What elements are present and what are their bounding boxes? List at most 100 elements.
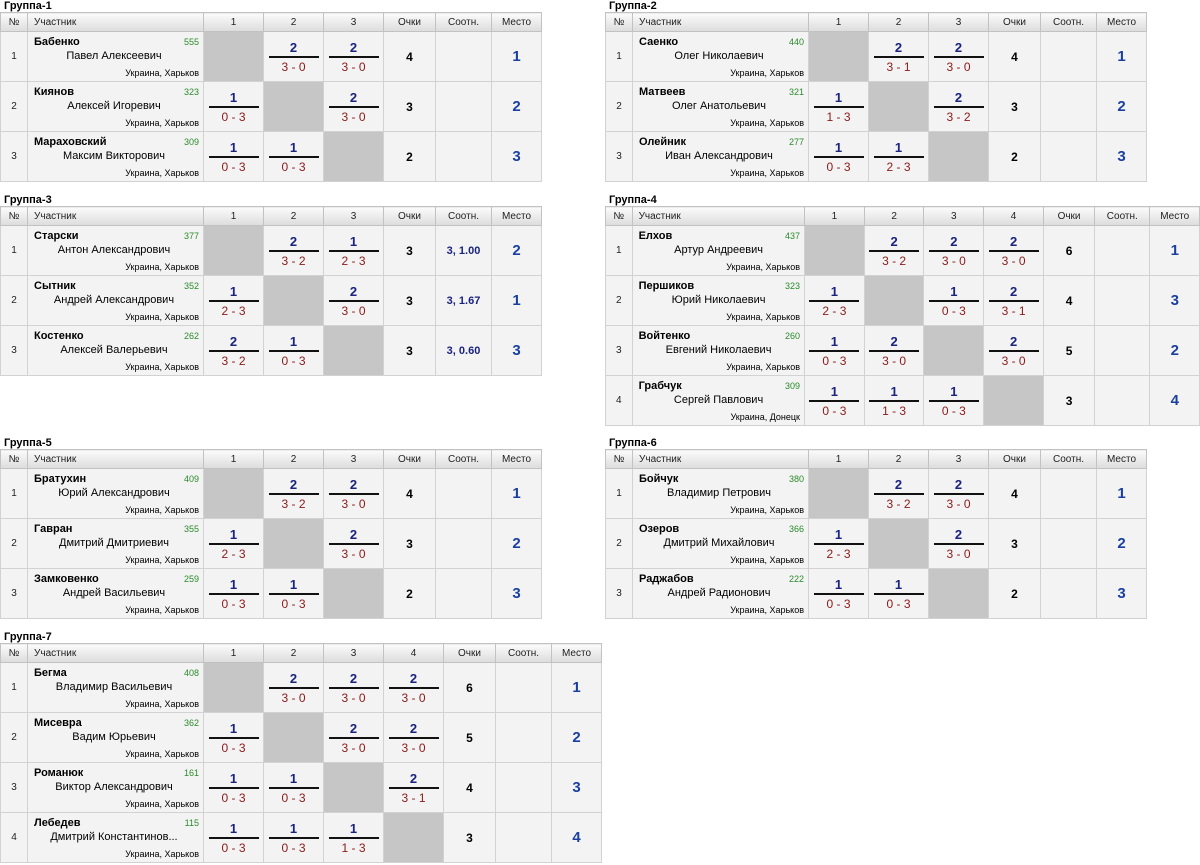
header-opponent-4[interactable]: 4 <box>983 206 1044 226</box>
match-result[interactable]: 1 0 - 3 <box>263 762 324 813</box>
header-points[interactable]: Очки <box>1042 206 1096 226</box>
header-place[interactable]: Место <box>1096 449 1147 469</box>
match-result[interactable]: 2 3 - 0 <box>323 712 384 763</box>
match-result[interactable]: 2 3 - 0 <box>263 31 324 82</box>
match-result[interactable]: 2 3 - 0 <box>323 31 384 82</box>
participant-surname[interactable]: Бойчук <box>639 473 679 485</box>
header-num[interactable]: № <box>0 12 28 32</box>
match-result[interactable]: 1 1 - 3 <box>323 812 384 863</box>
match-result[interactable]: 2 3 - 0 <box>323 518 384 569</box>
header-ratio[interactable]: Соотн. <box>435 206 492 226</box>
header-opponent-3[interactable]: 3 <box>323 643 384 663</box>
header-place[interactable]: Место <box>491 206 542 226</box>
header-ratio[interactable]: Соотн. <box>1040 449 1097 469</box>
match-result[interactable]: 2 3 - 0 <box>928 518 989 569</box>
header-num[interactable]: № <box>605 12 633 32</box>
participant-surname[interactable]: Романюк <box>34 767 84 779</box>
header-opponent-2[interactable]: 2 <box>263 12 324 32</box>
header-num[interactable]: № <box>605 206 633 226</box>
match-result[interactable]: 1 2 - 3 <box>808 518 869 569</box>
header-opponent-3[interactable]: 3 <box>323 449 384 469</box>
match-result[interactable]: 2 3 - 2 <box>863 225 925 276</box>
header-opponent-1[interactable]: 1 <box>203 206 264 226</box>
match-result[interactable]: 2 3 - 1 <box>383 762 444 813</box>
header-opponent-1[interactable]: 1 <box>203 449 264 469</box>
participant-surname[interactable]: Лебедев <box>34 817 81 829</box>
match-result[interactable]: 2 3 - 1 <box>983 275 1044 326</box>
match-result[interactable]: 2 3 - 2 <box>263 468 324 519</box>
header-num[interactable]: № <box>605 449 633 469</box>
header-points[interactable]: Очки <box>988 449 1041 469</box>
header-opponent-2[interactable]: 2 <box>263 643 324 663</box>
header-opponent-3[interactable]: 3 <box>323 206 384 226</box>
match-result[interactable]: 1 0 - 3 <box>203 568 264 619</box>
match-result[interactable]: 2 3 - 0 <box>863 325 925 376</box>
match-result[interactable]: 2 3 - 0 <box>263 662 324 713</box>
participant-surname[interactable]: Киянов <box>34 86 75 98</box>
header-opponent-3[interactable]: 3 <box>928 12 989 32</box>
header-num[interactable]: № <box>0 643 28 663</box>
match-result[interactable]: 2 3 - 0 <box>323 275 384 326</box>
match-result[interactable]: 1 2 - 3 <box>203 275 264 326</box>
participant-surname[interactable]: Мисевра <box>34 717 82 729</box>
header-num[interactable]: № <box>0 449 28 469</box>
participant-surname[interactable]: Озеров <box>639 523 680 535</box>
header-ratio[interactable]: Соотн. <box>1094 206 1151 226</box>
match-result[interactable]: 1 0 - 3 <box>203 131 264 182</box>
header-place[interactable]: Место <box>1149 206 1200 226</box>
match-result[interactable]: 2 3 - 2 <box>263 225 324 276</box>
header-points[interactable]: Очки <box>443 643 496 663</box>
match-result[interactable]: 2 3 - 0 <box>928 31 989 82</box>
header-participant[interactable]: Участник <box>27 643 204 663</box>
match-result[interactable]: 2 3 - 0 <box>983 325 1044 376</box>
match-result[interactable]: 1 2 - 3 <box>804 275 865 326</box>
participant-surname[interactable]: Замковенко <box>34 573 99 585</box>
match-result[interactable]: 1 0 - 3 <box>808 131 869 182</box>
header-points[interactable]: Очки <box>383 449 436 469</box>
participant-surname[interactable]: Саенко <box>639 36 679 48</box>
match-result[interactable]: 1 0 - 3 <box>868 568 929 619</box>
header-opponent-3[interactable]: 3 <box>323 12 384 32</box>
participant-surname[interactable]: Гавран <box>34 523 73 535</box>
header-opponent-2[interactable]: 2 <box>868 449 929 469</box>
header-opponent-1[interactable]: 1 <box>203 643 264 663</box>
participant-surname[interactable]: Бегма <box>34 667 67 679</box>
match-result[interactable]: 1 0 - 3 <box>808 568 869 619</box>
match-result[interactable]: 1 2 - 3 <box>868 131 929 182</box>
participant-surname[interactable]: Войтенко <box>638 330 691 342</box>
header-ratio[interactable]: Соотн. <box>495 643 552 663</box>
header-points[interactable]: Очки <box>383 12 436 32</box>
match-result[interactable]: 1 0 - 3 <box>263 131 324 182</box>
header-participant[interactable]: Участник <box>631 206 806 226</box>
match-result[interactable]: 2 3 - 0 <box>983 225 1044 276</box>
match-result[interactable]: 1 1 - 3 <box>863 375 925 426</box>
header-participant[interactable]: Участник <box>27 206 204 226</box>
header-opponent-2[interactable]: 2 <box>263 449 324 469</box>
header-place[interactable]: Место <box>551 643 602 663</box>
participant-surname[interactable]: Елхов <box>638 230 673 242</box>
header-ratio[interactable]: Соотн. <box>435 12 492 32</box>
header-opponent-1[interactable]: 1 <box>808 12 869 32</box>
match-result[interactable]: 1 0 - 3 <box>203 712 264 763</box>
match-result[interactable]: 2 3 - 0 <box>323 662 384 713</box>
header-participant[interactable]: Участник <box>27 449 204 469</box>
match-result[interactable]: 1 0 - 3 <box>203 762 264 813</box>
match-result[interactable]: 1 0 - 3 <box>263 325 324 376</box>
match-result[interactable]: 2 3 - 2 <box>868 468 929 519</box>
match-result[interactable]: 2 3 - 0 <box>323 468 384 519</box>
header-opponent-2[interactable]: 2 <box>263 206 324 226</box>
match-result[interactable]: 1 0 - 3 <box>804 325 865 376</box>
match-result[interactable]: 2 3 - 0 <box>928 468 989 519</box>
header-num[interactable]: № <box>0 206 28 226</box>
match-result[interactable]: 1 2 - 3 <box>323 225 384 276</box>
header-opponent-1[interactable]: 1 <box>808 449 869 469</box>
header-participant[interactable]: Участник <box>632 12 809 32</box>
participant-surname[interactable]: Раджабов <box>639 573 694 585</box>
match-result[interactable]: 1 1 - 3 <box>808 81 869 132</box>
match-result[interactable]: 1 0 - 3 <box>923 375 985 426</box>
participant-surname[interactable]: Першиков <box>638 280 695 292</box>
match-result[interactable]: 1 0 - 3 <box>263 568 324 619</box>
header-participant[interactable]: Участник <box>632 449 809 469</box>
match-result[interactable]: 1 2 - 3 <box>203 518 264 569</box>
participant-surname[interactable]: Старски <box>34 230 79 242</box>
